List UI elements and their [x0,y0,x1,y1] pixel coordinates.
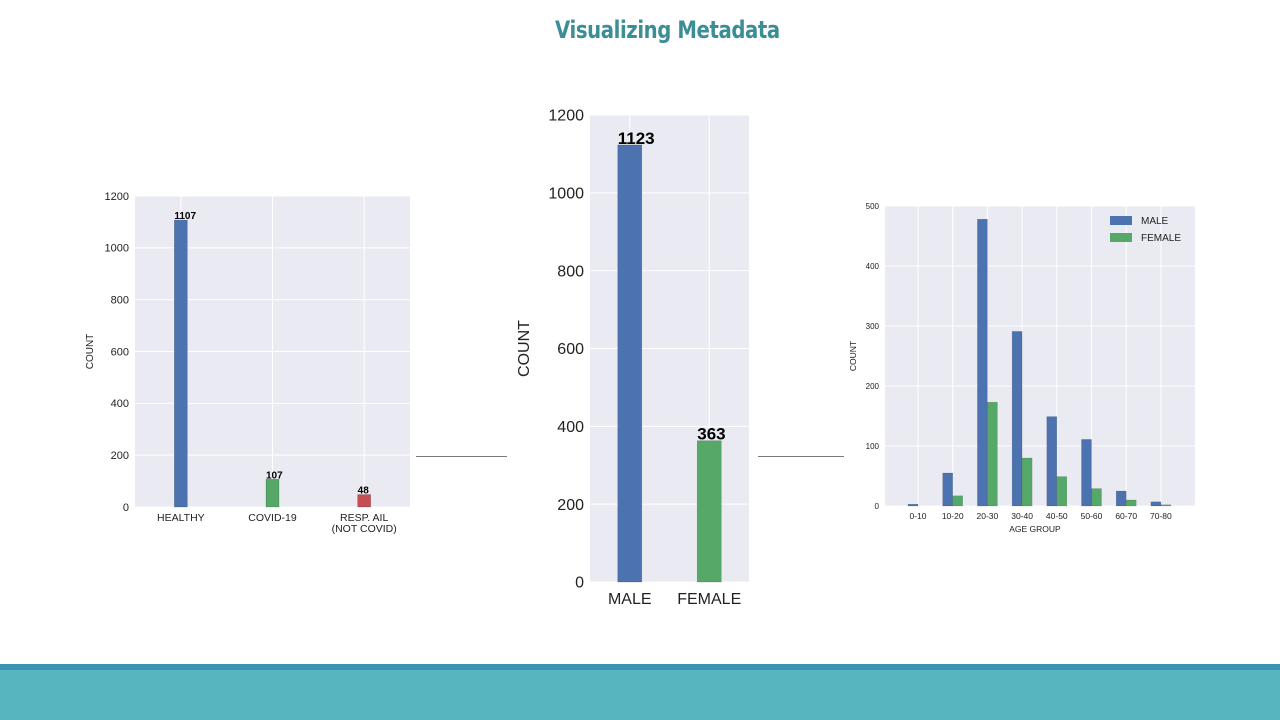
bar [1091,488,1102,507]
y-tick-label: 300 [866,322,880,331]
y-tick-label: 400 [557,419,584,436]
data-label: 363 [697,425,725,444]
legend-swatch [1110,233,1132,242]
y-tick-label: 1000 [105,243,129,255]
data-label: 48 [358,486,370,497]
data-label: 107 [266,470,283,481]
x-tick-label: RESP. AIL (NOT COVID) [332,512,397,535]
y-tick-label: 200 [111,450,129,462]
bar [952,495,963,507]
bar [907,503,919,507]
bar [357,494,371,508]
y-axis-label: COUNT [848,341,858,371]
y-tick-label: 500 [866,202,880,211]
x-tick-label: MALE [608,591,652,608]
bar [617,144,643,583]
data-label: 1107 [174,211,196,222]
bar [1160,504,1172,507]
bar [987,401,998,507]
bar [1021,457,1033,507]
footer-accent-line [0,664,1280,670]
y-tick-label: 800 [111,295,129,307]
y-tick-label: 200 [866,382,880,391]
x-tick-label: 60-70 [1115,511,1137,521]
bar [977,218,988,507]
x-tick-label: FEMALE [677,591,741,608]
connector-line-left [416,456,507,457]
y-tick-label: 600 [557,341,584,358]
slide-title: Visualizing Metadata [555,16,780,44]
x-tick-label: 30-40 [1011,511,1033,521]
legend-swatch [1110,216,1132,225]
connector-line-right [758,456,844,457]
bar [1056,476,1068,507]
bar [1125,499,1137,507]
x-tick-label: 70-80 [1150,511,1172,521]
plot-background [885,206,1195,506]
x-tick-label: 20-30 [977,511,999,521]
y-tick-label: 400 [866,262,880,271]
y-axis-label: COUNT [85,334,96,370]
x-tick-label: COVID-19 [248,512,297,524]
y-tick-label: 100 [866,442,880,451]
bar [1150,501,1162,507]
bar [1011,331,1023,507]
bar [1081,439,1092,507]
y-tick-label: 400 [111,398,129,410]
y-tick-label: 1000 [548,185,584,202]
y-tick-label: 200 [557,497,584,514]
y-tick-label: 0 [875,502,880,511]
bar [942,472,953,507]
data-label: 1123 [618,129,655,148]
y-tick-label: 0 [123,502,129,514]
legend-label: FEMALE [1141,233,1181,244]
x-tick-label: HEALTHY [157,512,205,524]
x-tick-label: 50-60 [1081,511,1103,521]
y-tick-label: 1200 [548,108,584,125]
footer-band [0,670,1280,720]
x-tick-label: 40-50 [1046,511,1068,521]
x-tick-label: 0-10 [909,511,926,521]
x-axis-label: AGE GROUP [1009,524,1061,534]
legend-label: MALE [1141,216,1169,227]
y-tick-label: 0 [575,575,584,592]
bar [1115,490,1127,507]
bar [696,440,722,583]
y-tick-label: 600 [111,346,129,358]
bar [265,478,280,508]
x-tick-label: 10-20 [942,511,964,521]
y-tick-label: 800 [557,263,584,280]
bar [174,219,188,508]
bar [1046,416,1058,507]
y-axis-label: COUNT [516,320,533,377]
y-tick-label: 1200 [105,191,129,203]
